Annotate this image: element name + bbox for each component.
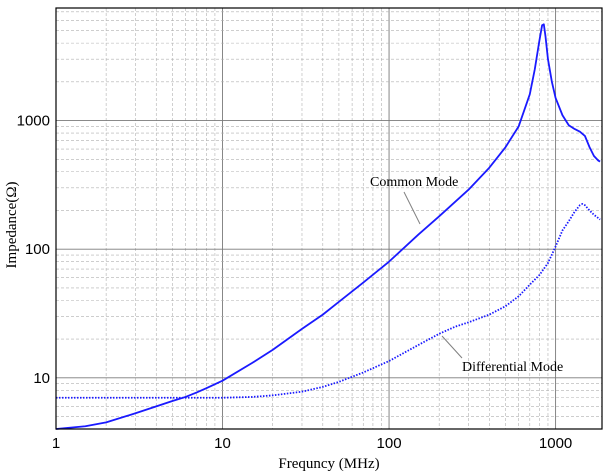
x-tick-label: 10 bbox=[214, 435, 231, 452]
x-tick-label: 1000 bbox=[539, 435, 572, 452]
y-tick-label: 10 bbox=[33, 370, 50, 387]
plot-frame bbox=[55, 7, 603, 430]
grid bbox=[55, 8, 602, 430]
x-tick-label: 1 bbox=[52, 435, 60, 452]
common-mode-annotation-leader bbox=[403, 191, 421, 225]
y-axis-label: Impedance(Ω) bbox=[4, 182, 20, 269]
y-tick-label: 1000 bbox=[17, 113, 50, 130]
tick-labels: 1 10 100 1000 10 100 1000 bbox=[17, 113, 573, 452]
y-tick-label: 100 bbox=[25, 241, 50, 258]
common-mode-annotation: Common Mode bbox=[370, 175, 458, 190]
x-tick-label: 100 bbox=[377, 435, 402, 452]
differential-mode-annotation-leader bbox=[441, 335, 463, 359]
series-layer bbox=[55, 23, 601, 430]
x-axis-label: Frequncy (MHz) bbox=[278, 456, 379, 472]
annotations: Common Mode Differential Mode bbox=[370, 175, 563, 375]
common-mode-line bbox=[55, 23, 601, 430]
differential-mode-line bbox=[56, 202, 601, 399]
differential-mode-annotation: Differential Mode bbox=[462, 360, 563, 375]
